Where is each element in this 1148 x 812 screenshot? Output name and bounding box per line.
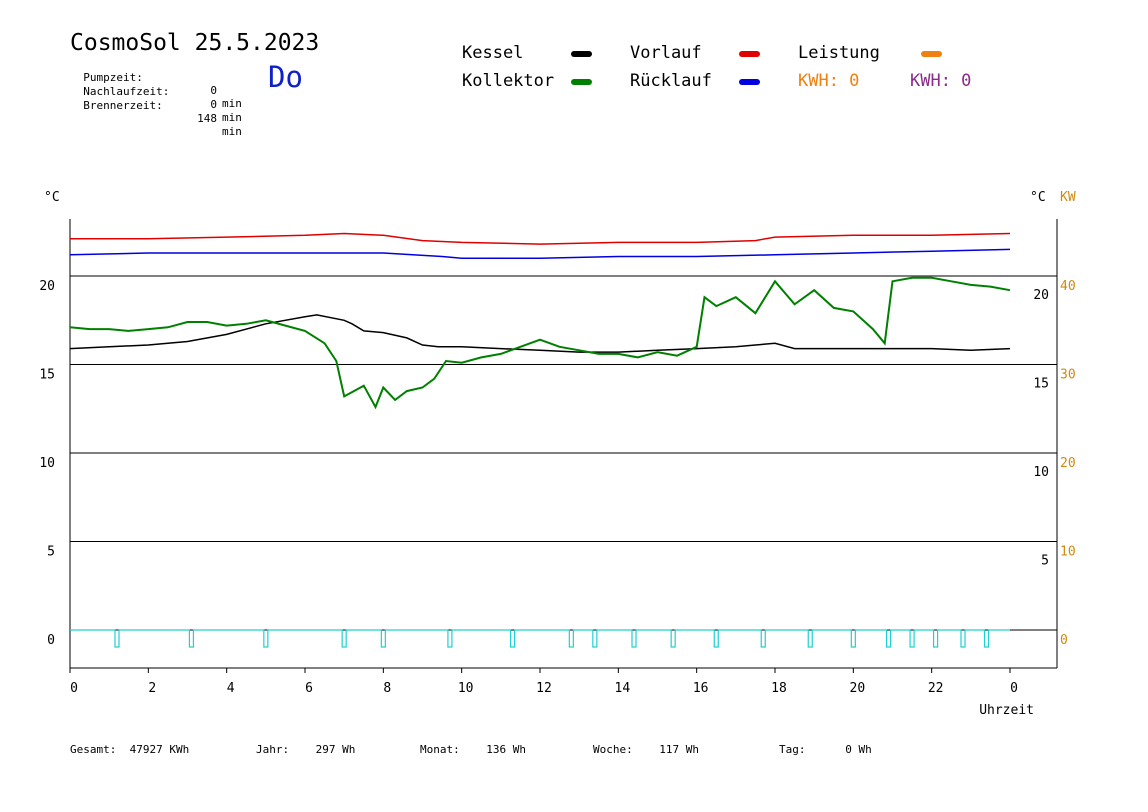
stat-value: 0 (210, 84, 217, 97)
x-tick-label-7: 14 (615, 681, 631, 696)
footer-woche: Woche: 117 Wh (593, 743, 699, 756)
legend-ruecklauf-label: Rücklauf (630, 71, 712, 91)
y-tick-left-5: 5 (47, 545, 55, 560)
y-tick-kw-0: 0 (1060, 633, 1068, 648)
y-tick-kw-30: 30 (1060, 368, 1076, 383)
footer-tag: Tag: 0 Wh (779, 743, 872, 756)
y-tick-left-20: 20 (39, 279, 55, 294)
y-tick-kw-20: 20 (1060, 456, 1076, 471)
footer-value: 136 Wh (486, 743, 526, 756)
legend-kwh-secondary: KWH: 0 (910, 71, 972, 91)
footer-monat: Monat: 136 Wh (420, 743, 526, 756)
footer-jahr: Jahr: 297 Wh (256, 743, 355, 756)
stat-value: 0 (210, 98, 217, 111)
series-ruecklauf (69, 248, 1011, 260)
legend-kollektor-swatch (571, 79, 592, 85)
footer-value: 117 Wh (659, 743, 699, 756)
series-kessel (69, 314, 1011, 353)
stat-pumpzeit: Pumpzeit: 0 min (70, 58, 242, 110)
y-tick-left-15: 15 (39, 368, 55, 383)
stat-brennerzeit: Brennerzeit: 148 min (70, 86, 242, 138)
legend-kollektor-label: Kollektor (462, 71, 555, 91)
y-tick-right-20: 20 (1033, 288, 1049, 303)
x-tick-label-12: 0 (1010, 681, 1018, 696)
legend-kessel-swatch (571, 51, 592, 57)
y-left-unit: °C (44, 190, 60, 205)
footer-label: Jahr: (256, 743, 290, 756)
stat-unit: min (222, 111, 242, 124)
x-tick-label-11: 22 (928, 681, 944, 696)
y-kw-unit: KW (1060, 190, 1076, 205)
y-tick-kw-40: 40 (1060, 279, 1076, 294)
x-tick-label-3: 6 (305, 681, 313, 696)
weekday-label: Do (268, 60, 303, 94)
footer-label: Monat: (420, 743, 460, 756)
series-kollektor (69, 276, 1011, 410)
stat-unit: min (222, 125, 242, 138)
x-tick-label-8: 16 (693, 681, 709, 696)
x-axis-label: Uhrzeit (979, 703, 1034, 718)
legend-ruecklauf-swatch (739, 79, 760, 85)
x-tick-label-1: 2 (148, 681, 156, 696)
legend-kessel-label: Kessel (462, 43, 524, 63)
page-title: CosmoSol 25.5.2023 (70, 30, 320, 56)
y-tick-right-10: 10 (1033, 465, 1049, 480)
x-tick-label-5: 10 (458, 681, 474, 696)
footer-label: Woche: (593, 743, 633, 756)
legend-vorlauf-label: Vorlauf (630, 43, 702, 63)
y-tick-left-10: 10 (39, 456, 55, 471)
x-tick-label-4: 8 (383, 681, 391, 696)
stat-unit: min (222, 97, 242, 110)
stat-label: Nachlaufzeit: (83, 85, 170, 98)
y-right-unit: °C (1030, 190, 1046, 205)
footer-label: Tag: (779, 743, 806, 756)
x-tick-label-2: 4 (227, 681, 235, 696)
footer-value: 297 Wh (315, 743, 356, 756)
footer-label: Gesamt: (70, 743, 117, 756)
stat-label: Pumpzeit: (83, 71, 143, 84)
legend-leistung-swatch (921, 51, 942, 57)
series-vorlauf (70, 232, 1011, 245)
y-tick-kw-10: 10 (1060, 545, 1076, 560)
legend-kwh-leistung: KWH: 0 (798, 71, 860, 91)
stat-value: 148 (197, 112, 217, 125)
stat-nachlaufzeit: Nachlaufzeit: 0 min (70, 72, 242, 124)
y-tick-left-0: 0 (47, 633, 55, 648)
footer-gesamt: Gesamt: 47927 KWh (70, 743, 189, 756)
footer-value: 47927 KWh (129, 743, 190, 756)
legend-vorlauf-swatch (739, 51, 760, 57)
x-tick-label-9: 18 (771, 681, 787, 696)
legend-leistung-label: Leistung (798, 43, 880, 63)
x-tick-label-6: 12 (536, 681, 552, 696)
stat-label: Brennerzeit: (83, 99, 163, 112)
footer-value: 0 Wh (845, 743, 872, 756)
series-pump-pulses (70, 629, 1010, 648)
y-tick-right-15: 15 (1033, 377, 1049, 392)
y-tick-right-5: 5 (1041, 554, 1049, 569)
x-tick-label-10: 20 (850, 681, 866, 696)
x-tick-label-0: 0 (70, 681, 78, 696)
